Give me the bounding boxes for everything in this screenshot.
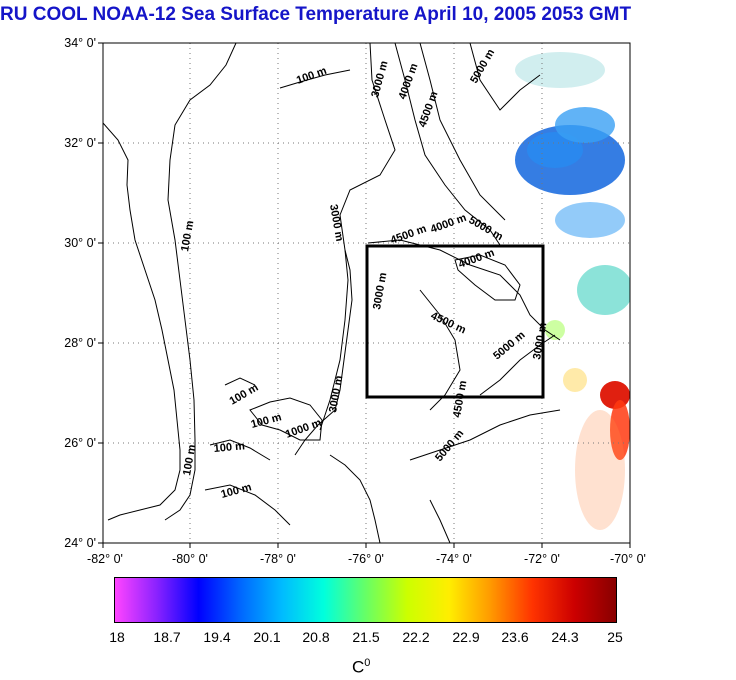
- sst-patch: [577, 265, 630, 315]
- contour-label: 3000 m: [369, 59, 390, 98]
- sst-patch: [610, 400, 630, 460]
- colorbar-tick-label: 20.8: [302, 629, 330, 645]
- sst-patch: [515, 52, 605, 88]
- lat-label: 34° 0': [64, 36, 96, 50]
- contour-100m: [164, 43, 237, 521]
- lon-label: -82° 0': [87, 552, 123, 566]
- region-box: [365, 244, 545, 399]
- lon-label: -70° 0': [610, 552, 646, 566]
- lat-label: 24° 0': [64, 536, 96, 550]
- lat-label: 32° 0': [64, 136, 96, 150]
- bathymetry-contours: [103, 43, 561, 543]
- contour-bahamas-c: [329, 454, 381, 543]
- colorbar-tick-label: 23.6: [501, 629, 529, 645]
- contour-5000m-c: [409, 409, 561, 461]
- lat-label: 28° 0': [64, 336, 96, 350]
- lon-label: -74° 0': [436, 552, 472, 566]
- colorbar-tick-label: 21.5: [352, 629, 380, 645]
- contour-label: 100 m: [220, 481, 253, 501]
- contour-label: 3000 m: [371, 271, 389, 310]
- lon-label: -76° 0': [348, 552, 384, 566]
- contour-label: 100 m: [181, 444, 198, 477]
- sst-patch: [555, 107, 615, 143]
- lon-label: -78° 0': [260, 552, 296, 566]
- colorbar-tick-label: 18: [109, 629, 125, 645]
- contour-bahamas: [294, 249, 353, 456]
- contour-label: 100 m: [228, 382, 261, 408]
- contour-label: 100 m: [295, 65, 329, 87]
- colorbar-unit: C0: [352, 657, 370, 678]
- colorbar-tick-label: 24.3: [551, 629, 579, 645]
- contour-label: 5000 m: [433, 427, 466, 463]
- lat-label: 26° 0': [64, 436, 96, 450]
- contour-4000m-b: [454, 254, 521, 301]
- contour-label: 4000 m: [429, 212, 468, 236]
- contour-label-group: 100 m 100 m 100 m 100 m 100 m 100 m 100 …: [179, 47, 549, 501]
- contour-4000m: [394, 43, 501, 246]
- colorbar-tick-label: 19.4: [203, 629, 231, 645]
- sst-overlay: [515, 52, 630, 530]
- contour-label: 5000 m: [467, 214, 505, 243]
- sst-patch: [563, 368, 587, 392]
- lat-label: 30° 0': [64, 236, 96, 250]
- lon-label: -80° 0': [172, 552, 208, 566]
- contour-label: 5000 m: [491, 329, 527, 362]
- contour-5000m: [469, 43, 541, 111]
- contour-label: 100 m: [213, 440, 245, 455]
- tick-marks: [98, 42, 631, 548]
- contour-100m-b: [279, 69, 351, 89]
- sst-patch: [555, 202, 625, 238]
- colorbar-unit-text: C: [352, 657, 365, 677]
- lat-labels: 34° 0' 32° 0' 30° 0' 28° 0' 26° 0' 24° 0…: [64, 36, 96, 550]
- colorbar-unit-superscript: 0: [364, 657, 371, 669]
- contour-100m-c: [209, 439, 271, 461]
- contour-bahamas-b: [249, 397, 323, 441]
- colorbar-tick-label: 20.1: [253, 629, 281, 645]
- contour-5000m-b: [479, 334, 556, 396]
- lon-labels: -82° 0' -80° 0' -78° 0' -76° 0' -74° 0' …: [87, 552, 646, 566]
- chart-title: RU COOL NOAA-12 Sea Surface Temperature …: [0, 4, 632, 25]
- contour-label: 4500 m: [451, 379, 469, 418]
- contour-label: 4500 m: [429, 310, 468, 337]
- colorbar-tick-label: 22.2: [402, 629, 430, 645]
- contour-100m-d: [204, 484, 291, 526]
- contour-label: 100 m: [179, 220, 196, 253]
- contour-3000m: [319, 43, 396, 431]
- colorbar: [114, 577, 617, 623]
- contour-100m-e: [224, 377, 256, 386]
- contour-label: 1000 m: [284, 417, 323, 441]
- contour-4500m: [419, 43, 506, 221]
- colorbar-tick-label: 18.7: [153, 629, 181, 645]
- sst-patch: [545, 320, 565, 340]
- contour-label: 3000 m: [327, 374, 345, 413]
- coastline: [103, 122, 181, 521]
- lon-label: -72° 0': [524, 552, 560, 566]
- contour-4500m-b: [367, 239, 561, 341]
- colorbar-tick-label: 22.9: [452, 629, 480, 645]
- sst-patch: [575, 410, 625, 530]
- colorbar-gradient: [114, 577, 617, 623]
- contour-label: 4000 m: [397, 62, 421, 101]
- contour-ridge: [429, 499, 451, 543]
- sst-patch: [527, 132, 583, 168]
- colorbar-tick-label: 25: [607, 629, 623, 645]
- contour-label: 100 m: [250, 411, 283, 431]
